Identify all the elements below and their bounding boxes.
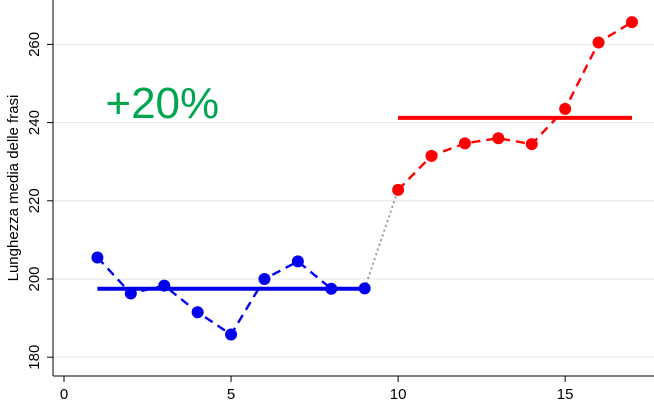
gridlines bbox=[53, 43, 654, 358]
data-point bbox=[525, 138, 538, 151]
data-point bbox=[225, 328, 238, 341]
data-point bbox=[392, 183, 405, 196]
annotation-label: +20% bbox=[105, 79, 219, 128]
mean-lines bbox=[97, 115, 632, 291]
y-tick-label: 260 bbox=[26, 32, 43, 57]
data-point bbox=[291, 255, 304, 268]
data-point bbox=[559, 102, 572, 115]
data-point bbox=[91, 251, 104, 264]
y-tick-label: 180 bbox=[26, 345, 43, 370]
x-tick-label: 15 bbox=[557, 386, 574, 401]
data-point bbox=[124, 287, 137, 300]
data-point bbox=[592, 36, 605, 49]
data-point bbox=[358, 282, 371, 295]
x-tick-label: 0 bbox=[60, 386, 68, 401]
y-tick-label: 220 bbox=[26, 188, 43, 213]
axes bbox=[47, 0, 654, 382]
y-tick-label: 240 bbox=[26, 110, 43, 135]
data-point bbox=[258, 272, 271, 285]
connector-line bbox=[363, 189, 400, 289]
x-tick-label: 10 bbox=[390, 386, 407, 401]
data-point bbox=[325, 282, 338, 295]
series bbox=[91, 16, 638, 341]
labels: 180 200 220 240 260 0 5 10 15 Lunghezza media del… bbox=[5, 32, 573, 401]
data-point bbox=[158, 279, 171, 292]
data-point bbox=[492, 132, 505, 145]
data-point bbox=[458, 137, 471, 150]
x-tick-label: 5 bbox=[227, 386, 235, 401]
y-tick-label: 200 bbox=[26, 266, 43, 291]
data-point bbox=[625, 16, 638, 29]
data-point bbox=[191, 306, 204, 319]
y-axis-title: Lunghezza media delle frasi bbox=[5, 95, 22, 282]
data-point bbox=[425, 149, 438, 162]
